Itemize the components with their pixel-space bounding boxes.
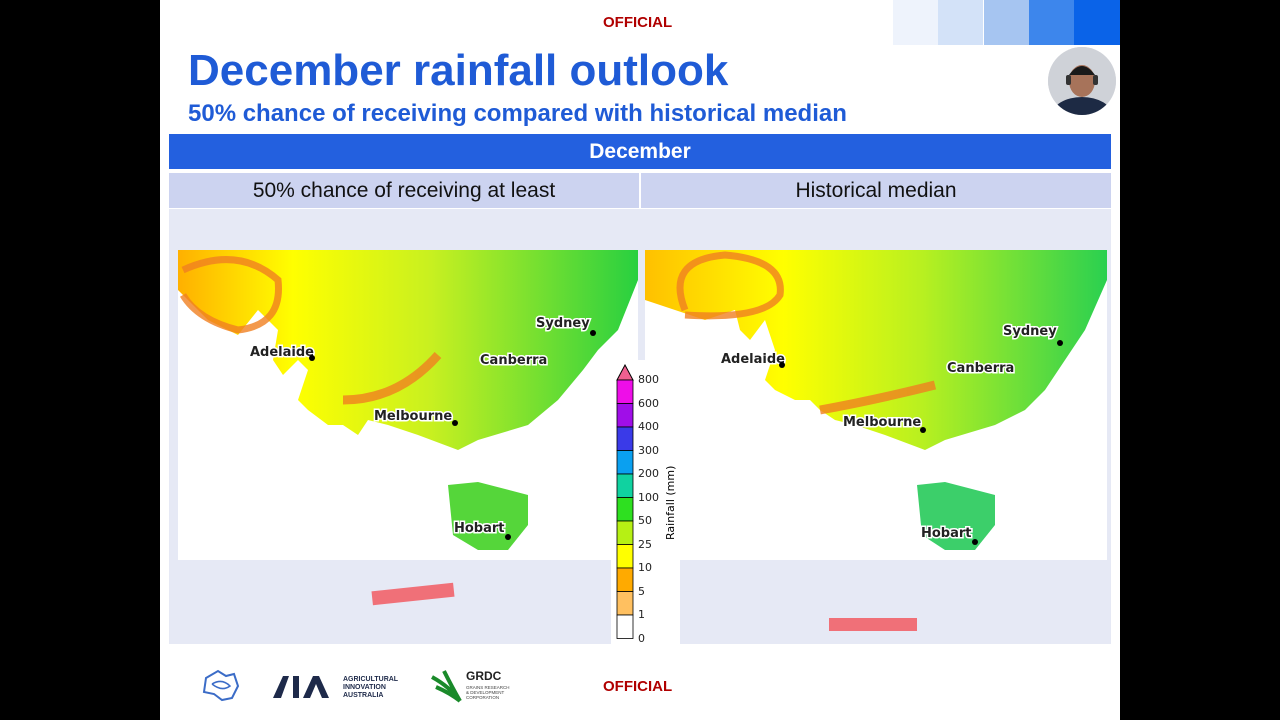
colorbar-segment <box>616 520 634 545</box>
column-header-median: Historical median <box>641 173 1111 208</box>
colorbar-tick: 25 <box>638 537 652 551</box>
city-dot <box>972 539 978 545</box>
colorbar-tick: 50 <box>638 514 652 527</box>
city-label-sydney: Sydney <box>536 316 590 331</box>
slide: OFFICIAL December rainfall outlook 50% c… <box>160 0 1120 720</box>
svg-text:& DEVELOPMENT: & DEVELOPMENT <box>466 690 505 695</box>
colorbar-tick: 400 <box>638 420 659 433</box>
svg-text:CORPORATION: CORPORATION <box>466 695 499 700</box>
colorbar-segment <box>616 497 634 522</box>
month-header: December <box>169 134 1111 169</box>
page-title: December rainfall outlook <box>188 46 729 95</box>
aia-logo: AGRICULTURAL INNOVATION AUSTRALIA <box>273 672 408 705</box>
colorbar-segment <box>616 379 634 404</box>
city-label-hobart: Hobart <box>921 526 972 541</box>
colorbar-tick: 800 <box>638 373 659 386</box>
bom-logo <box>200 668 242 711</box>
city-label-adelaide: Adelaide <box>250 345 314 360</box>
colorbar-segment <box>616 403 634 428</box>
colorbar-tick: 0 <box>638 631 645 645</box>
city-dot <box>505 534 511 540</box>
colorbar-segment <box>616 473 634 498</box>
colorbar-segment <box>616 544 634 569</box>
city-dot <box>920 427 926 433</box>
colorbar-tick: 300 <box>638 443 659 457</box>
city-dot <box>590 330 596 336</box>
svg-text:AUSTRALIA: AUSTRALIA <box>343 692 383 699</box>
brand-square <box>938 0 983 45</box>
grdc-logo: GRDC GRAINS RESEARCH & DEVELOPMENT CORPORAT… <box>430 667 520 710</box>
colorbar-segment <box>616 450 634 475</box>
colorbar-overflow-arrow <box>616 364 634 381</box>
city-label-hobart: Hobart <box>454 521 505 536</box>
brand-square <box>1074 0 1120 45</box>
classification-top: OFFICIAL <box>603 14 673 31</box>
city-label-melbourne: Melbourne <box>374 409 452 424</box>
colorbar-tick: 10 <box>638 561 652 574</box>
city-label-canberra: Canberra <box>947 361 1014 376</box>
brand-square <box>893 0 938 45</box>
city-dot <box>309 355 315 361</box>
colorbar-tick: 100 <box>638 490 659 504</box>
city-label-adelaide: Adelaide <box>721 352 785 367</box>
svg-text:INNOVATION: INNOVATION <box>343 684 386 691</box>
annotation-mark <box>371 582 455 606</box>
colorbar-segment <box>616 426 634 451</box>
city-label-sydney: Sydney <box>1003 324 1057 339</box>
page-subtitle: 50% chance of receiving compared with hi… <box>188 100 847 127</box>
city-label-melbourne: Melbourne <box>843 415 921 430</box>
city-dot <box>1057 340 1063 346</box>
map-50pct-chance: Sydney Canberra Adelaide Melbourne Hobar… <box>178 250 638 560</box>
colorbar-label: Rainfall (mm) <box>664 465 677 540</box>
column-header-50pct: 50% chance of receiving at least <box>169 173 639 208</box>
colorbar-scale <box>616 364 634 639</box>
svg-text:AGRICULTURAL: AGRICULTURAL <box>343 676 399 683</box>
map-historical-median: Sydney Canberra Adelaide Melbourne Hobar… <box>645 250 1107 560</box>
city-label-canberra: Canberra <box>480 353 547 368</box>
colorbar-segment <box>616 614 634 639</box>
rainfall-colorbar: 800 600 400 300 200 100 50 25 10 5 1 0 Rainfall (mm… <box>611 360 680 645</box>
brand-square <box>1029 0 1074 45</box>
city-dot <box>779 362 785 368</box>
presenter-avatar <box>1048 47 1116 115</box>
colorbar-tick: 200 <box>638 467 659 480</box>
svg-text:GRAINS RESEARCH: GRAINS RESEARCH <box>466 685 510 690</box>
brand-square <box>984 0 1029 45</box>
colorbar-segment <box>616 591 634 616</box>
city-dot <box>452 420 458 426</box>
colorbar-tick: 600 <box>638 396 659 410</box>
annotation-mark <box>829 618 917 631</box>
svg-text:GRDC: GRDC <box>466 669 502 683</box>
colorbar-segment <box>616 567 634 592</box>
classification-bottom: OFFICIAL <box>603 678 673 695</box>
colorbar-tick: 1 <box>638 608 645 621</box>
colorbar-tick: 5 <box>638 584 645 598</box>
